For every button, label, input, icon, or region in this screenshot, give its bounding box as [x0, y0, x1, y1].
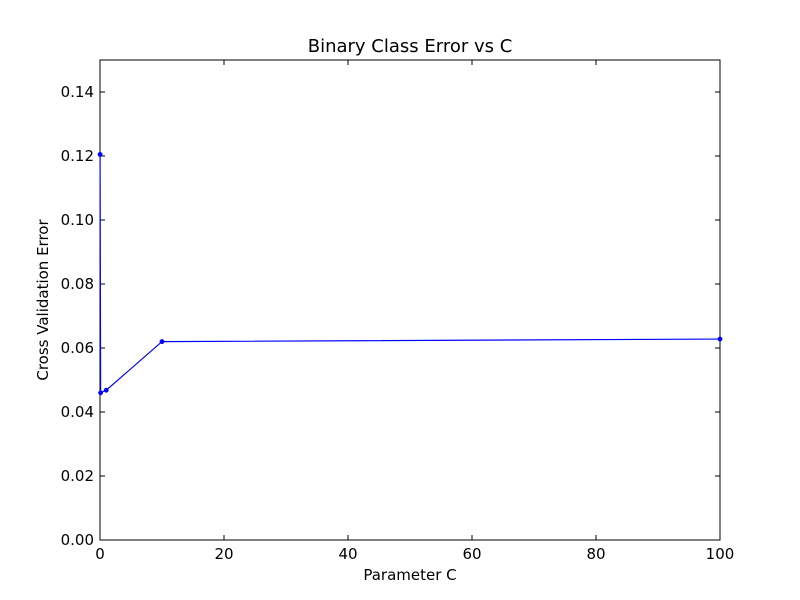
- plot-area: 0 20 40 60 80 100 0.00 0.02 0.04 0.06 0.08 0.10 0.12…: [61, 59, 735, 563]
- data-point: [103, 387, 109, 393]
- y-tick-label: 0.04: [61, 403, 94, 421]
- y-tick-label: 0.10: [61, 211, 94, 229]
- data-point: [97, 151, 103, 157]
- x-tick-label: 80: [586, 545, 605, 563]
- data-point: [159, 339, 165, 345]
- series-line: [99, 154, 721, 394]
- y-tick-label: 0.14: [61, 83, 94, 101]
- y-tick-label: 0.08: [61, 275, 94, 293]
- y-axis-label: Cross Validation Error: [34, 219, 52, 381]
- y-tick-label: 0.06: [61, 339, 94, 357]
- y-tick-label: 0.02: [61, 467, 94, 485]
- data-point: [98, 390, 104, 396]
- y-tick-label: 0.00: [61, 531, 94, 549]
- x-tick-label: 0: [95, 545, 105, 563]
- chart-title: Binary Class Error vs C: [308, 36, 513, 57]
- y-tick-label: 0.12: [61, 147, 94, 165]
- x-tick-label: 100: [706, 545, 735, 563]
- plot-frame: [99, 59, 721, 541]
- x-tick-label: 60: [462, 545, 481, 563]
- x-tick-label: 20: [214, 545, 233, 563]
- data-point: [717, 336, 723, 342]
- x-axis-label: Parameter C: [363, 566, 456, 584]
- x-tick-label: 40: [338, 545, 357, 563]
